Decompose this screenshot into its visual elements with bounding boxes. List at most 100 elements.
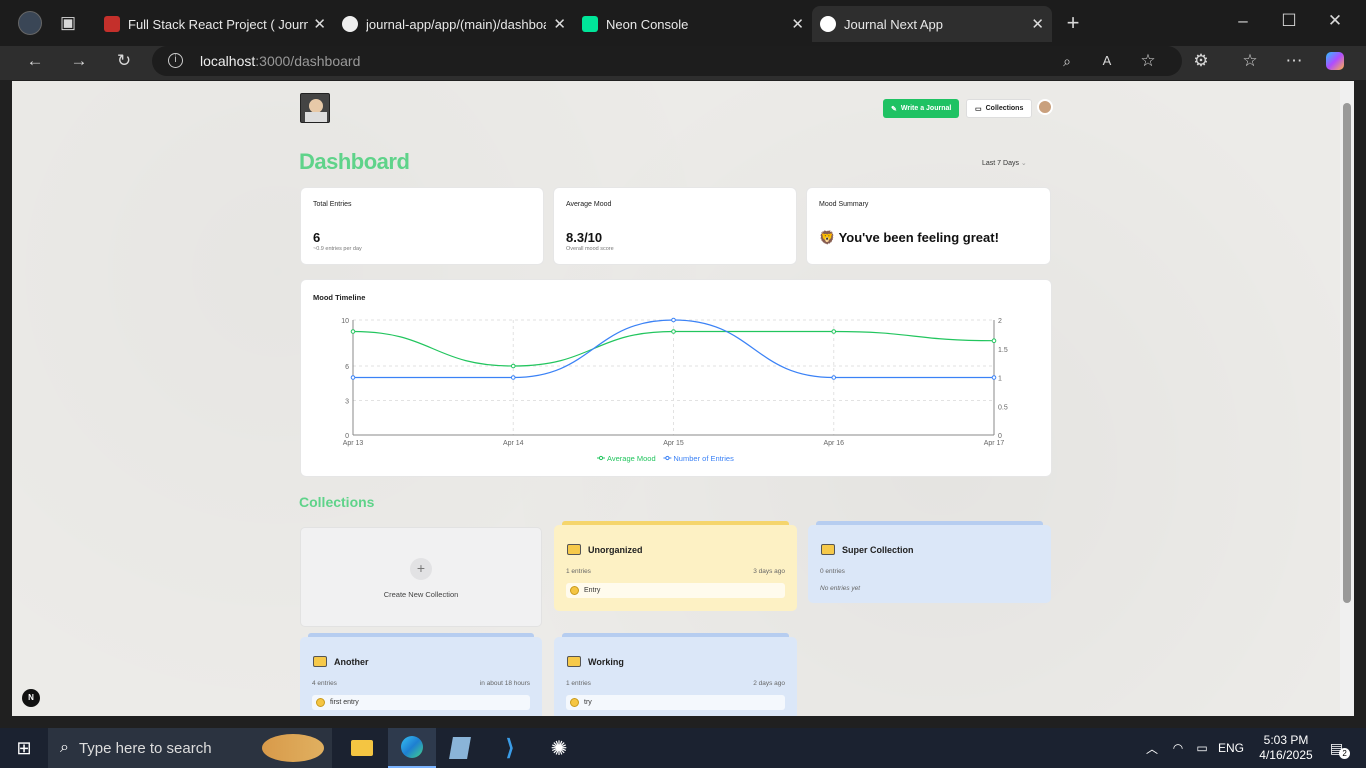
entry-title: try (584, 699, 592, 706)
back-icon[interactable]: ← (26, 51, 44, 70)
data-point (671, 317, 676, 323)
data-point (350, 329, 356, 334)
data-point (350, 375, 356, 380)
nextjs-dev-indicator[interactable]: N (22, 689, 40, 707)
collection-entry[interactable]: Entry (566, 583, 785, 598)
close-icon[interactable]: ✕ (1031, 16, 1044, 33)
favorite-icon[interactable]: ☆ (1140, 51, 1156, 70)
copilot-icon[interactable] (1326, 52, 1344, 70)
collection-name: Unorganized (588, 545, 643, 555)
collection-card-super[interactable]: Super Collection 0 entries No entries ye… (808, 521, 1051, 603)
tab-actions-icon[interactable]: ▣ (59, 13, 77, 32)
pen-icon: ✎ (891, 105, 897, 113)
data-point (991, 375, 997, 380)
file-explorer-icon[interactable] (338, 728, 386, 768)
edge-icon[interactable] (388, 728, 436, 768)
close-icon[interactable]: ✕ (313, 16, 326, 33)
chevron-down-icon: ⌄ (1020, 160, 1027, 167)
x-tick-label: Apr 15 (663, 440, 684, 447)
mood-emoji-icon (570, 698, 579, 707)
app-logo[interactable] (300, 93, 330, 123)
data-point (991, 338, 997, 344)
windows-start-icon[interactable]: ⊞ (16, 737, 32, 758)
collection-count: 1 entries (566, 568, 591, 575)
collection-time: 2 days ago (753, 680, 785, 687)
web-page: ✎ Write a Journal ▭ Collections Dashboard … (12, 81, 1340, 716)
info-icon[interactable]: i (168, 53, 183, 68)
collections-title: Collections (299, 494, 375, 510)
write-journal-button[interactable]: ✎ Write a Journal (883, 99, 960, 118)
tray-chevron-icon[interactable]: ︿ (1145, 741, 1158, 756)
profile-avatar[interactable] (18, 11, 42, 35)
legend-marker (665, 455, 670, 461)
mood-timeline-card: Mood Timeline 0 3 6 10 0 0.5 1 1.5 2 Apr 13 Apr 14… (300, 279, 1052, 477)
tab-github[interactable]: journal-app/app/(main)/dashboa ✕ (334, 6, 574, 42)
tab-journal[interactable]: Journal Next App ✕ (812, 6, 1052, 42)
vscode-icon[interactable]: ⟩ (505, 735, 515, 760)
taskbar-search[interactable]: ⌕ Type here to search (48, 728, 332, 768)
battery-icon[interactable]: ▭ (1196, 741, 1208, 755)
collection-card-another[interactable]: Another 4 entries in about 18 hours firs… (300, 633, 542, 716)
collection-count: 4 entries (312, 680, 337, 687)
more-icon[interactable]: ⋯ (1285, 51, 1303, 70)
y-left-tick-label: 10 (341, 318, 349, 325)
neon-icon (582, 16, 598, 32)
chart-title: Mood Timeline (313, 293, 366, 302)
clock-date: 4/16/2025 (1259, 748, 1313, 762)
forward-icon[interactable]: → (70, 51, 88, 70)
scrollbar-thumb[interactable] (1343, 103, 1351, 603)
create-collection-card[interactable]: + Create New Collection (300, 527, 542, 627)
url-host: localhost (200, 53, 256, 69)
zoom-icon[interactable]: ⌕ (1063, 53, 1071, 69)
tab-neon[interactable]: Neon Console ✕ (574, 6, 812, 42)
y-right-tick-label: 2 (998, 318, 1002, 325)
favorites-icon[interactable]: ☆ (1242, 51, 1258, 70)
mood-summary-text: You've been feeling great! (838, 230, 999, 245)
user-avatar[interactable] (1037, 99, 1053, 115)
minimize-icon[interactable]: – (1238, 11, 1248, 30)
wifi-icon[interactable]: ◠ (1172, 741, 1184, 755)
tab-title: Neon Console (606, 16, 689, 32)
close-icon[interactable]: ✕ (791, 16, 804, 33)
refresh-icon[interactable]: ↻ (116, 51, 132, 70)
extensions-icon[interactable]: ⚙ (1193, 51, 1209, 70)
chatgpt-icon[interactable]: ✺ (550, 737, 568, 760)
close-window-icon[interactable]: ✕ (1327, 11, 1343, 30)
x-tick-label: Apr 14 (503, 440, 524, 447)
address-bar-row: ← → ↻ i localhost:3000/dashboard ⌕ A ☆ ⚙… (0, 46, 1366, 80)
language-indicator[interactable]: ENG (1217, 741, 1244, 755)
stat-card-total: Total Entries 6 ~0.9 entries per day (300, 187, 544, 265)
card-tab (308, 633, 534, 637)
browser-tab-bar: ▣ Full Stack React Project ( Journal A ✕… (0, 0, 1366, 46)
collection-card-working[interactable]: Working 1 entries 2 days ago try (554, 633, 797, 716)
collection-card-unorganized[interactable]: Unorganized 1 entries 3 days ago Entry (554, 521, 797, 611)
plus-icon: + (410, 558, 432, 580)
tab-title: Journal Next App (844, 16, 944, 32)
stat-label: Mood Summary (819, 201, 869, 208)
maximize-icon[interactable]: ☐ (1281, 11, 1297, 30)
read-aloud-icon[interactable]: A (1102, 53, 1112, 68)
range-select[interactable]: Last 7 Days ⌄ (982, 159, 1027, 167)
collection-entry[interactable]: try (566, 695, 785, 710)
tab-youtube[interactable]: Full Stack React Project ( Journal A ✕ (96, 6, 334, 42)
notepad-icon[interactable] (436, 728, 484, 768)
x-tick-label: Apr 13 (343, 440, 364, 447)
notification-icon[interactable]: ▤ 2 (1320, 728, 1360, 768)
card-tab (816, 521, 1043, 525)
empty-note: No entries yet (820, 585, 861, 592)
lion-emoji-icon: 🦁 (819, 230, 836, 245)
stat-card-mood: Average Mood 8.3/10 Overall mood score (553, 187, 797, 265)
close-icon[interactable]: ✕ (553, 16, 566, 33)
url-input[interactable]: i localhost:3000/dashboard ⌕ A ☆ (152, 46, 1182, 76)
legend-label: Average Mood (607, 454, 656, 463)
collection-entry[interactable]: first entry (312, 695, 530, 710)
collection-count: 0 entries (820, 568, 845, 575)
new-tab-icon[interactable]: + (1066, 10, 1080, 35)
palette-icon (262, 734, 324, 762)
card-tab (562, 521, 789, 525)
clock[interactable]: 5:03 PM 4/16/2025 (1254, 728, 1318, 768)
y-right-tick-label: 1.5 (998, 347, 1008, 354)
collections-button[interactable]: ▭ Collections (966, 99, 1033, 118)
github-icon (342, 16, 358, 32)
legend-marker (598, 455, 604, 461)
